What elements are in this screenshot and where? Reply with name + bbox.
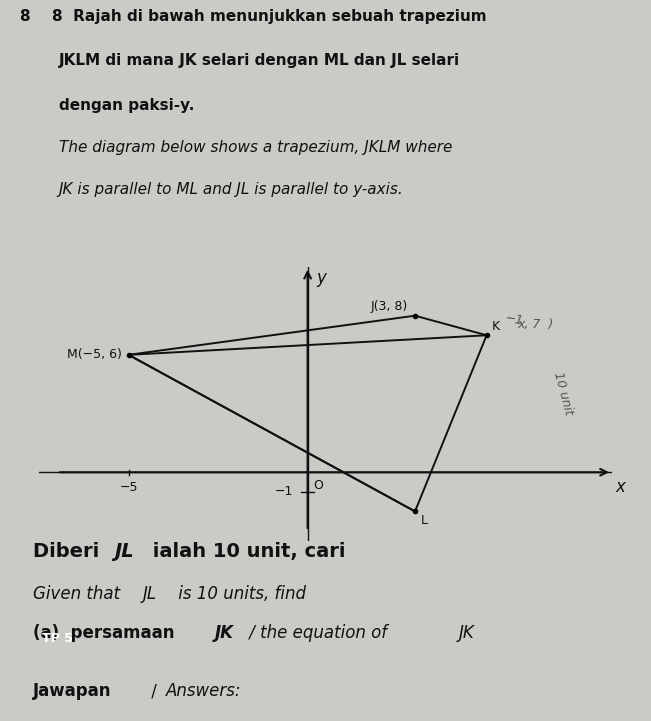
Text: JK: JK xyxy=(459,624,475,642)
Text: −5: −5 xyxy=(119,481,138,494)
Text: L: L xyxy=(421,514,428,527)
Text: is 10 units, find: is 10 units, find xyxy=(173,585,305,603)
Text: 8: 8 xyxy=(20,9,30,24)
Text: Diberi: Diberi xyxy=(33,542,105,561)
Text: M(−5, 6): M(−5, 6) xyxy=(66,348,122,361)
Text: Jawapan: Jawapan xyxy=(33,682,111,700)
Text: 10 unit: 10 unit xyxy=(551,371,575,417)
Text: O: O xyxy=(313,479,323,492)
Text: JK is parallel to ML and JL is parallel to y-axis.: JK is parallel to ML and JL is parallel … xyxy=(59,182,404,197)
Text: K: K xyxy=(492,320,500,333)
Text: dengan paksi-y.: dengan paksi-y. xyxy=(59,98,194,113)
Text: x: x xyxy=(616,478,626,496)
Text: / the equation of: / the equation of xyxy=(244,624,393,642)
Text: The diagram below shows a trapezium, JKLM where: The diagram below shows a trapezium, JKL… xyxy=(59,140,452,155)
Text: /: / xyxy=(146,682,163,700)
Text: 8  Rajah di bawah menunjukkan sebuah trapezium: 8 Rajah di bawah menunjukkan sebuah trap… xyxy=(52,9,487,24)
Text: y: y xyxy=(316,269,326,287)
Text: JKLM di mana JK selari dengan ML dan JL selari: JKLM di mana JK selari dengan ML dan JL … xyxy=(59,53,460,68)
Text: J(3, 8): J(3, 8) xyxy=(370,300,408,313)
Text: TP 5: TP 5 xyxy=(42,632,72,645)
Text: JL: JL xyxy=(143,585,158,603)
Text: −1: −1 xyxy=(275,485,293,498)
Text: x, 7  ): x, 7 ) xyxy=(517,319,553,332)
Text: JK: JK xyxy=(215,624,234,642)
Text: −1: −1 xyxy=(505,312,525,327)
Text: JL: JL xyxy=(114,542,133,561)
Text: Answers:: Answers: xyxy=(166,682,242,700)
Text: Given that: Given that xyxy=(33,585,125,603)
Text: (a)  persamaan: (a) persamaan xyxy=(33,624,180,642)
Text: ialah 10 unit, cari: ialah 10 unit, cari xyxy=(146,542,346,561)
